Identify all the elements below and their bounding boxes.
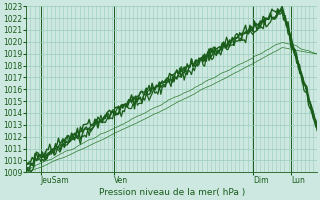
X-axis label: Pression niveau de la mer( hPa ): Pression niveau de la mer( hPa ): [99, 188, 245, 197]
